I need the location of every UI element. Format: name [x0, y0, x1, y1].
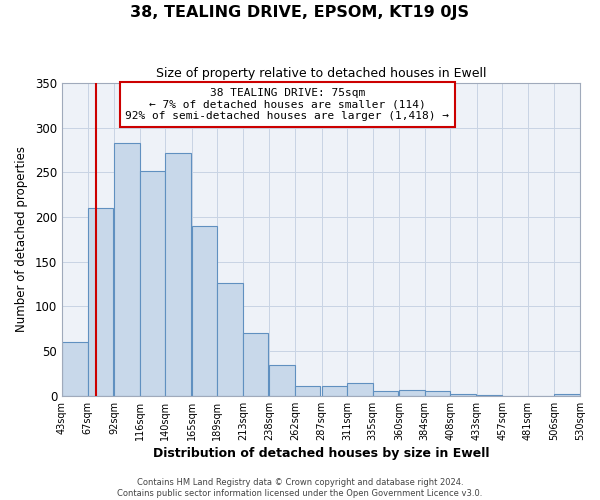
Text: 38, TEALING DRIVE, EPSOM, KT19 0JS: 38, TEALING DRIVE, EPSOM, KT19 0JS: [131, 5, 470, 20]
Bar: [477, 395, 502, 396]
Bar: [373, 392, 398, 396]
Title: Size of property relative to detached houses in Ewell: Size of property relative to detached ho…: [156, 68, 486, 80]
Bar: [192, 226, 217, 396]
Text: Contains HM Land Registry data © Crown copyright and database right 2024.
Contai: Contains HM Land Registry data © Crown c…: [118, 478, 482, 498]
Bar: [165, 153, 191, 396]
Text: 38 TEALING DRIVE: 75sqm
← 7% of detached houses are smaller (114)
92% of semi-de: 38 TEALING DRIVE: 75sqm ← 7% of detached…: [125, 88, 449, 121]
X-axis label: Distribution of detached houses by size in Ewell: Distribution of detached houses by size …: [153, 447, 489, 460]
Bar: [243, 334, 268, 396]
Bar: [217, 283, 243, 396]
Bar: [62, 342, 88, 396]
Bar: [88, 208, 113, 396]
Bar: [322, 386, 347, 396]
Bar: [347, 384, 373, 396]
Bar: [450, 394, 476, 396]
Bar: [140, 170, 165, 396]
Bar: [554, 394, 580, 396]
Bar: [399, 390, 425, 396]
Bar: [114, 143, 140, 396]
Bar: [295, 386, 320, 396]
Y-axis label: Number of detached properties: Number of detached properties: [15, 146, 28, 332]
Bar: [269, 364, 295, 396]
Bar: [425, 392, 450, 396]
